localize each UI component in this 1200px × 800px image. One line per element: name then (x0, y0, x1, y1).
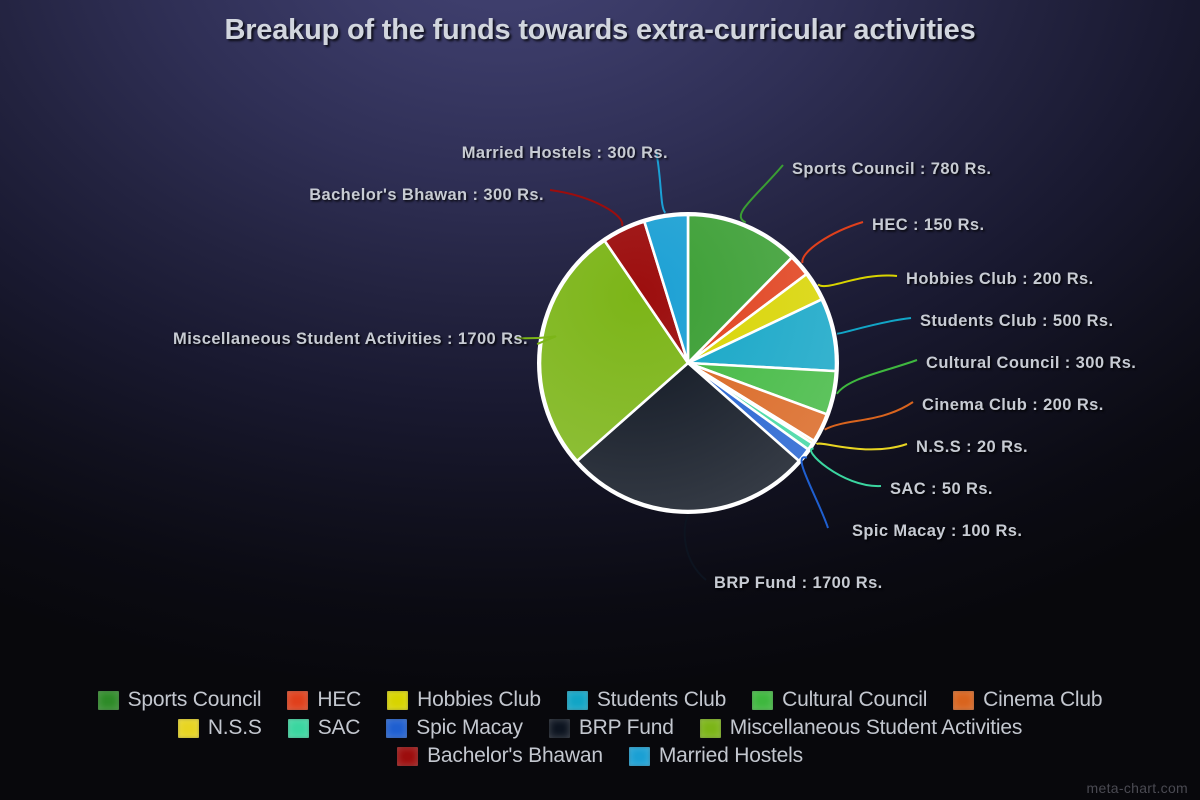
leader-line (515, 335, 557, 346)
legend-label: HEC (317, 688, 362, 711)
legend-swatch (397, 746, 419, 766)
legend-swatch (699, 718, 721, 738)
pie-label-sports-council: Sports Council : 780 Rs. (792, 160, 992, 178)
leader-line (810, 447, 882, 488)
leader-line (683, 514, 707, 581)
legend-swatch (628, 746, 650, 766)
legend-swatch (566, 690, 588, 710)
legend-swatch (287, 690, 309, 710)
legend-swatch (387, 690, 409, 710)
leader-line (837, 317, 912, 335)
pie-label-students-club: Students Club : 500 Rs. (920, 312, 1114, 330)
pie-label-cultural-council: Cultural Council : 300 Rs. (926, 354, 1137, 372)
leader-line (836, 359, 918, 395)
legend-item[interactable]: Spic Macay (386, 714, 523, 742)
pie-label-spic-macay: Spic Macay : 100 Rs. (852, 522, 1023, 540)
leader-line (549, 189, 624, 227)
legend-swatch (177, 718, 199, 738)
leader-line (817, 274, 898, 288)
pie-slice[interactable] (575, 361, 801, 513)
legend-item[interactable]: Cultural Council (752, 686, 927, 714)
legend-label: Cinema Club (983, 688, 1103, 711)
legend-item[interactable]: Sports Council (97, 686, 262, 714)
legend-label: Hobbies Club (417, 688, 541, 711)
pie-label-cinema-club: Cinema Club : 200 Rs. (922, 396, 1104, 414)
legend-swatch (386, 718, 408, 738)
legend-item[interactable]: Students Club (566, 686, 727, 714)
pie-label-brp-fund: BRP Fund : 1700 Rs. (714, 574, 883, 592)
legend-item[interactable]: Hobbies Club (387, 686, 541, 714)
watermark: meta-chart.com (1086, 780, 1188, 796)
leader-line (815, 442, 908, 451)
pie-label-miscellaneous: Miscellaneous Student Activities : 1700 … (173, 330, 528, 348)
legend-item[interactable]: HEC (287, 686, 361, 714)
pie-label-bachelors-bhawan: Bachelor's Bhawan : 300 Rs. (309, 186, 544, 204)
pie-label-hec: HEC : 150 Rs. (872, 216, 985, 234)
legend-label: SAC (317, 716, 361, 739)
legend-item[interactable]: Bachelor's Bhawan (397, 742, 603, 770)
legend-label: Married Hostels (658, 744, 803, 767)
legend-item[interactable]: SAC (287, 714, 361, 742)
leader-line (800, 456, 829, 529)
pie-label-hobbies-club: Hobbies Club : 200 Rs. (906, 270, 1094, 288)
legend-label: Sports Council (127, 688, 262, 711)
pie-slice[interactable] (538, 239, 690, 463)
legend-swatch (287, 718, 309, 738)
legend-item[interactable]: Miscellaneous Student Activities (699, 714, 1023, 742)
chart-legend: Sports Council HEC Hobbies Club Students Cl… (0, 686, 1200, 770)
legend-swatch (752, 690, 774, 710)
legend-item[interactable]: N.S.S (177, 714, 262, 742)
pie-slice[interactable] (643, 213, 690, 365)
pie-label-nss: N.S.S : 20 Rs. (916, 438, 1028, 456)
leader-line (655, 149, 667, 214)
legend-swatch (953, 690, 975, 710)
legend-item[interactable]: Cinema Club (953, 686, 1103, 714)
chart-title: Breakup of the funds towards extra-curri… (224, 14, 976, 46)
leader-line (801, 221, 864, 264)
leader-line (739, 164, 784, 224)
pie-slice[interactable] (686, 213, 794, 365)
legend-label: BRP Fund (578, 716, 674, 739)
legend-label: Miscellaneous Student Activities (729, 716, 1023, 739)
leader-line (824, 401, 914, 431)
legend-swatch (548, 718, 570, 738)
legend-item[interactable]: Married Hostels (628, 742, 803, 770)
legend-label: Spic Macay (416, 716, 523, 739)
legend-label: Bachelor's Bhawan (427, 744, 603, 767)
pie-label-sac: SAC : 50 Rs. (890, 480, 993, 498)
legend-item[interactable]: BRP Fund (548, 714, 674, 742)
legend-label: N.S.S (207, 716, 262, 739)
legend-label: Students Club (596, 688, 727, 711)
pie-label-married-hostels: Married Hostels : 300 Rs. (461, 144, 668, 162)
legend-label: Cultural Council (782, 688, 928, 711)
legend-swatch (97, 690, 119, 710)
